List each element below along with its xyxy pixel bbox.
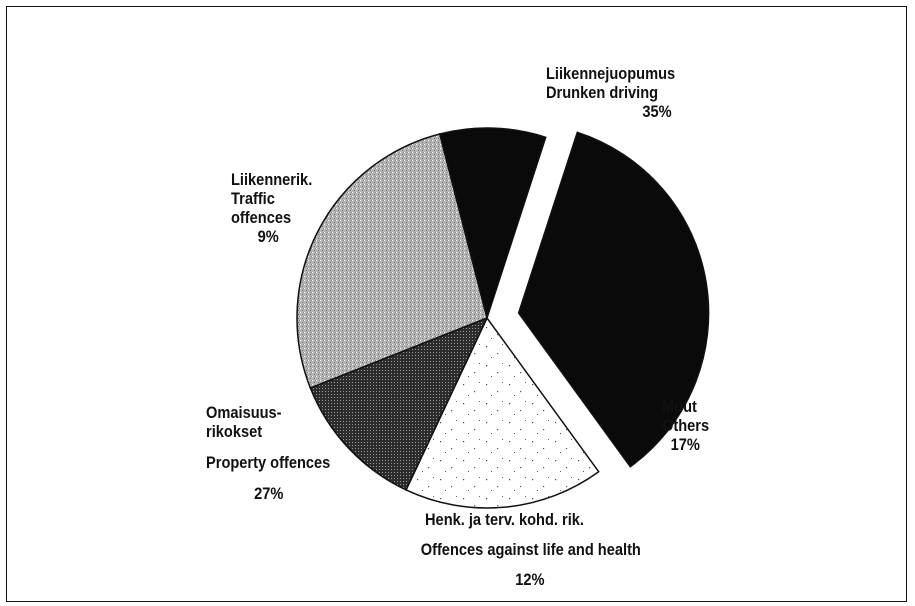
- label-drunken-pct: 35%: [642, 102, 672, 121]
- pie-slice-offences-against-life-and-health: [309, 316, 489, 491]
- label-drunken-driving: Liikennejuopumus Drunken driving 35%: [546, 64, 675, 121]
- label-others: Muut Others 17%: [662, 397, 709, 454]
- label-property-en: Property offences: [206, 453, 331, 472]
- label-drunken-fi: Liikennejuopumus: [546, 64, 676, 83]
- pie-slice-traffic-offences: [438, 127, 547, 321]
- label-life-health: Henk. ja terv. kohd. rik. Offences again…: [421, 510, 641, 589]
- label-property-offences: Omaisuus- rikokset Property offences 27%: [206, 403, 330, 503]
- label-drunken-en: Drunken driving: [546, 83, 659, 102]
- label-life-pct: 12%: [515, 570, 545, 589]
- label-traffic-offences: Liikennerik. Traffic offences 9%: [231, 170, 312, 246]
- label-others-pct: 17%: [670, 435, 700, 454]
- label-life-en: Offences against life and health: [420, 540, 641, 559]
- label-property-fi1: Omaisuus-: [206, 403, 282, 422]
- pie-slice-drunken-driving: [517, 131, 710, 468]
- label-others-en: Others: [662, 416, 710, 435]
- label-others-fi: Muut: [662, 397, 697, 416]
- pie-slice-property-offences: [296, 133, 488, 389]
- label-property-fi2: rikokset: [206, 422, 263, 441]
- label-life-fi: Henk. ja terv. kohd. rik.: [425, 510, 584, 529]
- label-traffic-fi: Liikennerik.: [231, 170, 313, 189]
- label-property-pct: 27%: [254, 484, 284, 503]
- label-traffic-en2: offences: [231, 208, 292, 227]
- label-traffic-en1: Traffic: [231, 189, 275, 208]
- label-traffic-pct: 9%: [257, 227, 279, 246]
- pie-slice-others: [405, 316, 600, 509]
